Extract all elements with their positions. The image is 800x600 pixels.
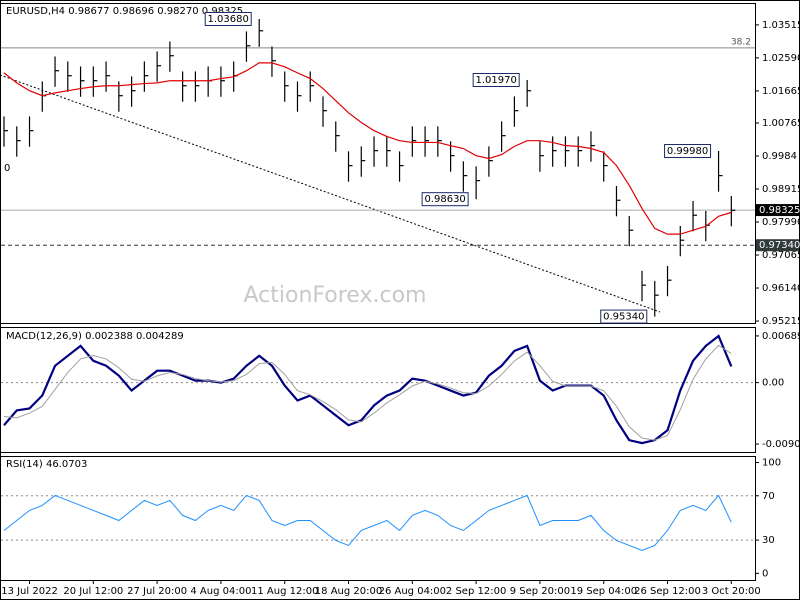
y-tick-label: 0.96140 bbox=[762, 283, 800, 294]
x-tick-label: 3 Oct 20:00 bbox=[702, 586, 761, 597]
x-tick-label: 19 Sep 04:00 bbox=[570, 586, 637, 597]
y-tick-label: 0.00 bbox=[762, 378, 784, 389]
y-tick-label: 1.02590 bbox=[762, 53, 800, 64]
annotation-box bbox=[664, 144, 712, 159]
price-box bbox=[756, 239, 799, 252]
annotation-label: 1.01970 bbox=[475, 75, 516, 86]
y-tick-label: 0.9984 bbox=[762, 151, 797, 162]
rsi-panel bbox=[0, 456, 756, 581]
x-tick-label: 26 Aug 04:00 bbox=[379, 586, 446, 597]
y-tick-label: 1.03515 bbox=[762, 20, 800, 31]
watermark: ActionForex.com bbox=[244, 283, 427, 308]
y-tick-label: 0 bbox=[762, 568, 768, 579]
moving-average bbox=[3, 62, 732, 235]
y-tick-label: 0.97065 bbox=[762, 250, 800, 261]
y-tick-label: 0.006899 bbox=[762, 331, 800, 342]
y-tick-label: 1.01665 bbox=[762, 86, 800, 97]
edge-label: 0 bbox=[4, 163, 10, 174]
y-tick-label: -0.009076 bbox=[762, 439, 800, 450]
rsi-title: RSI(14) 46.0703 bbox=[6, 459, 87, 470]
x-tick-label: 13 Jul 2022 bbox=[1, 586, 58, 597]
price-box-label: 0.97340 bbox=[759, 240, 800, 251]
y-tick-label: 30 bbox=[762, 535, 775, 546]
y-tick-label: 70 bbox=[762, 491, 775, 502]
y-tick-label: 1.00765 bbox=[762, 118, 800, 129]
price-panel bbox=[0, 3, 756, 324]
trendline bbox=[0, 74, 661, 313]
price-box-label: 0.98325 bbox=[759, 205, 800, 216]
annotation-label: 0.98630 bbox=[424, 194, 465, 205]
y-tick-label: 0.97990 bbox=[762, 217, 800, 228]
y-tick-label: 0.98915 bbox=[762, 184, 800, 195]
annotation-box bbox=[421, 192, 469, 207]
annotation-box bbox=[204, 11, 252, 26]
price-box bbox=[756, 204, 799, 217]
y-tick-label: 100 bbox=[762, 458, 781, 469]
x-tick-label: 20 Jul 12:00 bbox=[63, 586, 123, 597]
macd-title: MACD(12,26,9) 0.002388 0.004289 bbox=[6, 331, 184, 342]
macd-panel bbox=[0, 327, 756, 453]
x-tick-label: 4 Aug 04:00 bbox=[190, 586, 251, 597]
annotation-label: 1.03680 bbox=[208, 14, 249, 25]
annotation-box bbox=[600, 309, 648, 324]
x-tick-label: 9 Sep 20:00 bbox=[510, 586, 570, 597]
y-tick-label: 0.95215 bbox=[762, 316, 800, 327]
x-tick-label: 2 Sep 12:00 bbox=[446, 586, 506, 597]
x-tick-label: 11 Aug 12:00 bbox=[251, 586, 318, 597]
annotation-label: 0.95340 bbox=[603, 312, 644, 323]
fib-label: 38.2 bbox=[731, 37, 751, 47]
indicator-line bbox=[3, 494, 732, 551]
annotation-label: 0.99980 bbox=[667, 146, 708, 157]
indicator-line bbox=[3, 344, 732, 441]
x-tick-label: 18 Aug 20:00 bbox=[315, 586, 382, 597]
x-tick-label: 27 Jul 20:00 bbox=[127, 586, 187, 597]
annotation-box bbox=[472, 73, 520, 88]
x-tick-label: 26 Sep 12:00 bbox=[634, 586, 701, 597]
indicator-line bbox=[3, 334, 733, 445]
price-title: EURUSD,H4 0.98677 0.98696 0.98270 0.9832… bbox=[6, 6, 243, 17]
